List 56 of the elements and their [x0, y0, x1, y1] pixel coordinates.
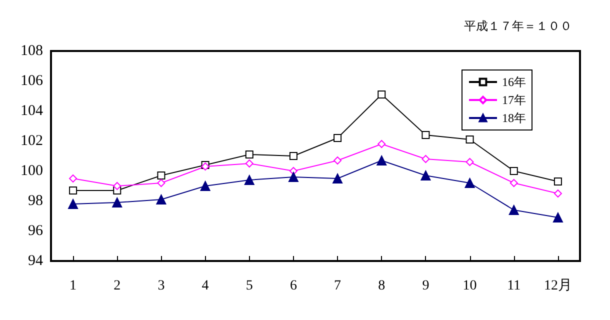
- x-tick-label: 7: [334, 278, 342, 294]
- x-tick-label: 12月: [544, 278, 572, 294]
- x-tick-label: 5: [246, 278, 253, 294]
- point: [156, 194, 166, 204]
- point: [68, 199, 78, 209]
- point: [510, 179, 518, 187]
- point: [289, 152, 298, 160]
- point: [464, 178, 475, 188]
- point: [552, 212, 563, 222]
- point: [466, 136, 474, 144]
- x-tick-label: 10: [462, 278, 477, 294]
- y-tick-label: 96: [28, 223, 44, 239]
- point: [244, 175, 254, 185]
- x-tick-label: 9: [422, 278, 430, 294]
- point: [157, 172, 166, 180]
- point: [420, 170, 431, 180]
- x-tick-label: 11: [507, 278, 521, 294]
- point: [69, 174, 78, 182]
- y-tick-label: 102: [20, 133, 43, 149]
- point: [378, 90, 386, 98]
- y-tick-label: 100: [20, 163, 43, 179]
- point: [422, 155, 430, 163]
- point: [69, 186, 78, 194]
- point: [466, 158, 474, 166]
- x-tick-label: 6: [290, 278, 297, 294]
- y-tick-label: 104: [20, 103, 44, 119]
- y-tick-label: 94: [28, 253, 44, 269]
- point: [422, 131, 430, 139]
- point: [157, 179, 166, 187]
- point: [376, 156, 387, 166]
- x-tick-label: 2: [114, 278, 121, 294]
- y-tick-label: 108: [20, 43, 43, 59]
- legend-label: 17年: [502, 93, 526, 107]
- point: [288, 172, 298, 182]
- point: [554, 178, 562, 186]
- point: [113, 182, 122, 190]
- point: [112, 198, 122, 208]
- point: [334, 156, 342, 164]
- point: [378, 140, 386, 148]
- x-tick-label: 3: [158, 278, 165, 294]
- point: [200, 181, 210, 191]
- legend-label: 18年: [502, 111, 526, 125]
- x-tick-label: 4: [202, 278, 209, 294]
- x-tick-label: 1: [70, 278, 77, 294]
- text: 平成１７年＝１００: [464, 19, 572, 33]
- point: [510, 167, 518, 175]
- point: [245, 160, 254, 168]
- point: [334, 134, 342, 142]
- point: [332, 174, 343, 184]
- point: [508, 205, 519, 215]
- x-tick-label: 8: [378, 278, 386, 294]
- y-tick-label: 106: [20, 73, 44, 89]
- point: [245, 150, 254, 158]
- y-tick-label: 98: [28, 193, 43, 209]
- legend-label: 16年: [502, 75, 526, 89]
- point: [554, 190, 562, 198]
